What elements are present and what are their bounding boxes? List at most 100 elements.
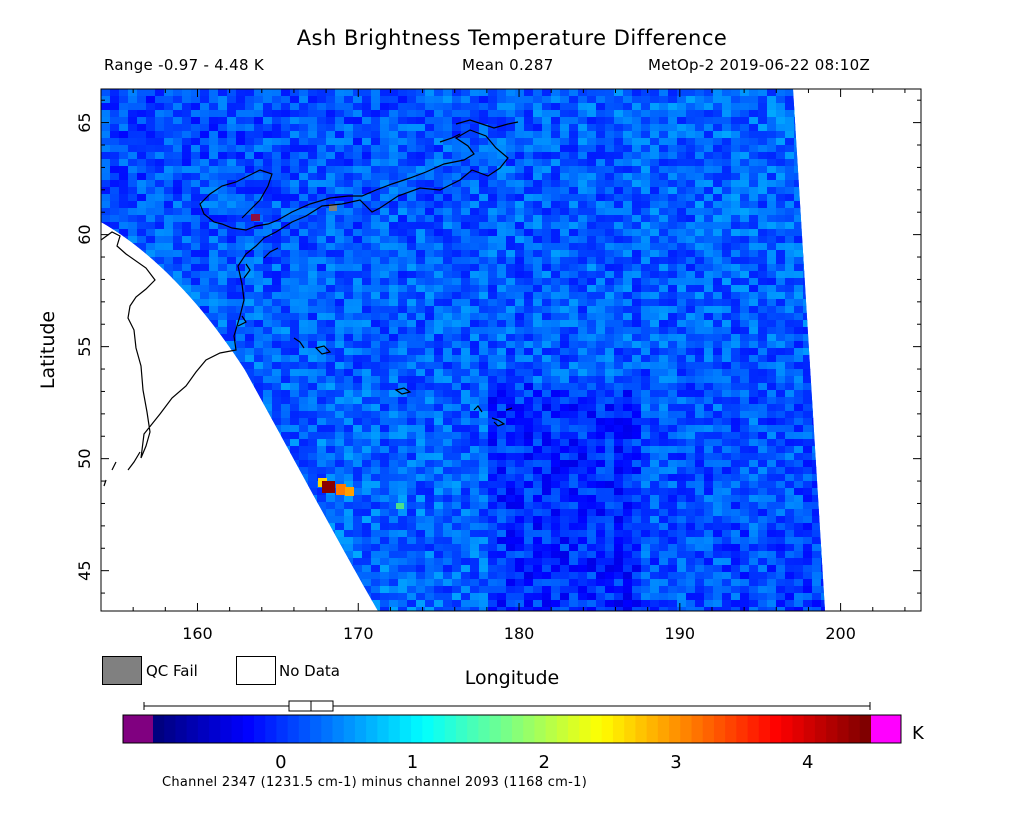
swath-pixel: [254, 383, 264, 391]
swath-pixel: [776, 362, 786, 370]
swath-pixel: [506, 173, 516, 181]
swath-pixel: [605, 180, 615, 188]
swath-pixel: [380, 355, 390, 363]
swath-pixel: [803, 453, 813, 461]
swath-pixel: [596, 271, 606, 279]
swath-pixel: [704, 194, 714, 202]
swath-pixel: [245, 502, 255, 510]
swath-pixel: [578, 229, 588, 237]
swath-pixel: [119, 495, 129, 503]
swath-pixel: [641, 250, 651, 258]
swath-pixel: [308, 460, 318, 468]
swath-pixel: [470, 215, 480, 223]
swath-pixel: [452, 341, 462, 349]
swath-pixel: [515, 439, 525, 447]
swath-pixel: [218, 299, 228, 307]
swath-pixel: [128, 446, 138, 454]
swath-pixel: [272, 460, 282, 468]
swath-pixel: [326, 334, 336, 342]
swath-pixel: [380, 89, 390, 97]
swath-pixel: [137, 467, 147, 475]
swath-pixel: [137, 278, 147, 286]
swath-pixel: [515, 474, 525, 482]
swath-pixel: [569, 453, 579, 461]
swath-pixel: [749, 509, 759, 517]
swath-pixel: [803, 404, 813, 412]
swath-pixel: [299, 250, 309, 258]
swath-pixel: [344, 334, 354, 342]
swath-pixel: [569, 166, 579, 174]
swath-pixel: [722, 439, 732, 447]
swath-pixel: [272, 117, 282, 125]
swath-pixel: [335, 306, 345, 314]
swath-pixel: [452, 425, 462, 433]
swath-pixel: [200, 453, 210, 461]
swath-pixel: [461, 124, 471, 132]
swath-pixel: [200, 516, 210, 524]
swath-pixel: [623, 341, 633, 349]
swath-pixel: [416, 376, 426, 384]
swath-pixel: [497, 110, 507, 118]
swath-pixel: [137, 509, 147, 517]
swath-pixel: [227, 222, 237, 230]
swath-pixel: [434, 201, 444, 209]
swath-pixel: [380, 159, 390, 167]
swath-pixel: [695, 152, 705, 160]
swath-pixel: [515, 96, 525, 104]
swath-pixel: [281, 145, 291, 153]
swath-pixel: [137, 292, 147, 300]
swath-pixel: [371, 271, 381, 279]
swath-pixel: [182, 404, 192, 412]
swath-pixel: [317, 222, 327, 230]
swath-pixel: [605, 355, 615, 363]
swath-pixel: [479, 299, 489, 307]
swath-pixel: [155, 334, 165, 342]
swath-pixel: [308, 117, 318, 125]
swath-pixel: [605, 292, 615, 300]
swath-pixel: [776, 145, 786, 153]
swath-pixel: [803, 271, 813, 279]
swath-pixel: [119, 327, 129, 335]
swath-pixel: [101, 236, 111, 244]
swath-pixel: [506, 215, 516, 223]
swath-pixel: [785, 292, 795, 300]
swath-pixel: [731, 376, 741, 384]
swath-pixel: [758, 187, 768, 195]
swath-pixel: [236, 341, 246, 349]
swath-pixel: [524, 180, 534, 188]
swath-pixel: [740, 502, 750, 510]
swath-pixel: [605, 397, 615, 405]
swath-pixel: [821, 194, 825, 202]
swath-pixel: [209, 376, 219, 384]
swath-pixel: [128, 509, 138, 517]
swath-pixel: [677, 264, 687, 272]
swath-pixel: [407, 481, 417, 489]
swath-pixel: [776, 89, 786, 97]
swath-pixel: [479, 362, 489, 370]
swath-pixel: [524, 110, 534, 118]
swath-pixel: [380, 397, 390, 405]
swath-pixel: [353, 271, 363, 279]
swath-pixel: [623, 460, 633, 468]
swath-pixel: [191, 152, 201, 160]
swath-pixel: [272, 327, 282, 335]
swath-pixel: [443, 250, 453, 258]
swath-pixel: [389, 460, 399, 468]
swath-pixel: [569, 411, 579, 419]
swath-pixel: [533, 215, 543, 223]
swath-pixel: [200, 390, 210, 398]
swath-pixel: [740, 89, 750, 97]
swath-pixel: [767, 313, 777, 321]
swath-pixel: [776, 509, 786, 517]
swath-pixel: [596, 145, 606, 153]
swath-pixel: [713, 257, 723, 265]
swath-pixel: [623, 103, 633, 111]
swath-pixel: [488, 516, 498, 524]
swath-pixel: [398, 439, 408, 447]
swath-pixel: [524, 131, 534, 139]
swath-pixel: [443, 271, 453, 279]
swath-pixel: [803, 439, 813, 447]
swath-pixel: [785, 257, 795, 265]
swath-pixel: [704, 285, 714, 293]
swath-pixel: [389, 481, 399, 489]
